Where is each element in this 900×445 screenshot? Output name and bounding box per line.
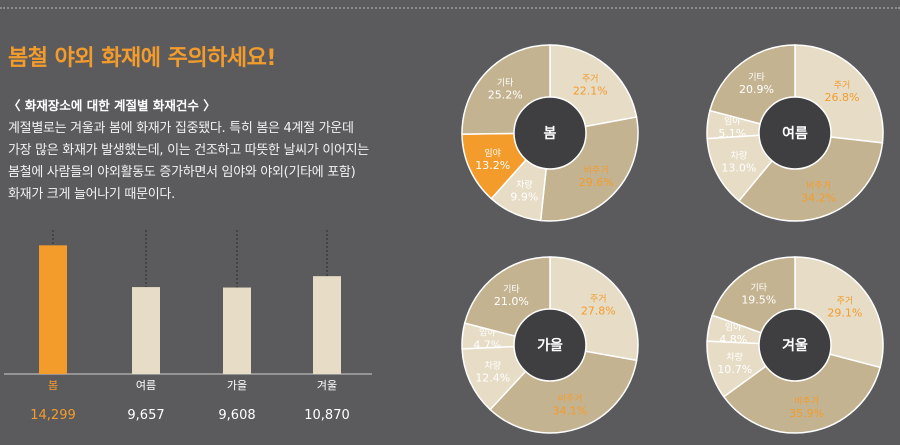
pie-slice-label: 주거 [582,74,599,85]
pie-slice-label: 기타 [497,78,514,89]
description: 계절별로는 겨울과 봄에 화재가 집중됐다. 특히 봄은 4계절 가운데 가장 … [8,118,418,206]
pie-slice-value: 19.5% [741,294,776,307]
pie-slice-label: 차량 [731,150,748,162]
season-bar-chart: 봄 14,299 여름 9,657 가을 9,608 겨울 10,870 [4,230,372,423]
pie-slice-1 [489,344,638,434]
pie-slice-value: 20.9% [739,83,774,96]
pie-slice-label: 주거 [834,80,851,91]
bar-category-label: 여름 [136,379,156,392]
pie-center-label: 여름 [782,125,808,142]
page-title: 봄철 야외 화재에 주의하세요! [8,46,276,71]
pie-slice-label: 비주거 [806,180,831,191]
pie-slice-value: 9.9% [510,191,538,204]
pie-slice-value: 34.2% [801,191,836,204]
pie-slice-label: 차량 [516,179,533,191]
bar-3 [313,276,341,374]
bar-0 [39,245,67,374]
pie-slice-value: 29.6% [579,176,614,189]
pie-slice-value: 10.7% [717,363,752,376]
pie-slice-value: 29.1% [827,307,862,320]
pie-slice-label: 주거 [837,296,854,307]
pie-slice-label: 주거 [590,294,607,305]
pie-slice-value: 27.8% [581,305,616,318]
chart-subtitle: 〈 화재장소에 대한 계절별 화재건수 〉 [8,98,216,113]
pie-slice-label: 비주거 [794,396,819,407]
bar-value-label: 10,870 [304,408,350,423]
pie-slice-value: 21.0% [494,295,529,308]
pie-slice-label: 기타 [748,72,765,83]
pie-center [513,308,587,382]
pie-slice-1 [722,344,882,434]
pie-slice-value: 34.1% [553,405,588,418]
pie-slice-label: 기타 [751,283,768,294]
pie-center-label: 가을 [537,338,563,354]
pie-slice-value: 26.8% [825,91,860,104]
description-line: 봄철에 사람들의 야외활동도 증가하면서 임야와 야외(기타에 포함) [8,165,356,180]
pie-center [758,96,832,170]
description-line: 가장 많은 화재가 발생했는데, 이는 건조하고 따뜻한 날씨가 이어지는 [8,143,369,158]
pie-slice-value: 25.2% [488,89,523,102]
pie-slice-label: 차량 [726,351,743,363]
pie-slice-1 [737,132,884,222]
bar-category-label: 봄 [48,379,58,392]
bar-2 [223,287,251,374]
pie-center-label: 봄 [544,126,557,142]
pie-slice-label: 임야 [484,147,501,159]
description-line: 화재가 크게 늘어나기 때문이다. [8,187,175,202]
pie-slice-value: 12.4% [475,372,510,385]
pie-slice-label: 기타 [503,284,520,295]
pie-slice-value: 13.2% [475,159,510,172]
pie-slice-value: 5.1% [718,127,746,140]
pie-center-label: 겨울 [782,337,808,354]
pie-slice-value: 22.1% [573,85,608,98]
pie-slice-value: 4.8% [719,333,747,346]
description-line: 계절별로는 겨울과 봄에 화재가 집중됐다. 특히 봄은 4계절 가운데 [8,121,354,136]
pie-slice-value: 13.0% [721,162,756,175]
pie-slice-label: 비주거 [558,394,583,405]
pie-center [513,96,587,170]
pie-slice-value: 4.7% [473,339,501,352]
bar-category-label: 가을 [227,379,247,392]
pie-slice-label: 비주거 [584,165,609,176]
pie-slice-label: 차량 [485,360,502,372]
bar-value-label: 9,608 [218,408,255,423]
bar-value-label: 9,657 [127,408,164,423]
bar-category-label: 겨울 [317,379,337,392]
bar-1 [132,287,160,374]
top-dotted-divider [0,7,900,9]
pie-slice-value: 35.9% [789,407,824,420]
bar-value-label: 14,299 [30,408,76,423]
pie-center [758,308,832,382]
